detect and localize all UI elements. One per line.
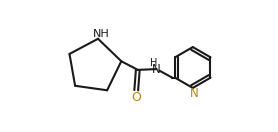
Text: N: N: [152, 63, 161, 76]
Text: O: O: [131, 91, 141, 104]
Text: N: N: [190, 87, 199, 100]
Text: H: H: [150, 58, 158, 68]
Text: NH: NH: [93, 29, 110, 39]
